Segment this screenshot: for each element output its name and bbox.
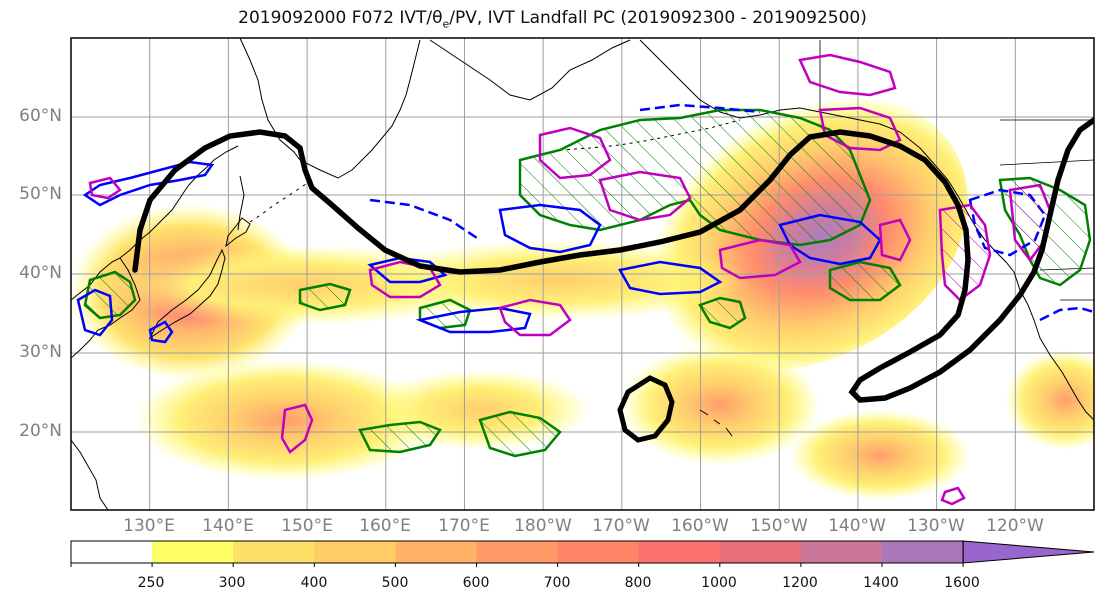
lon-label-160e: 160°E [359, 516, 411, 536]
magenta-contour-nw [88, 176, 122, 200]
magenta-contour-alaska [798, 53, 897, 97]
coast-siberia [239, 38, 301, 161]
coast-hawaii [699, 409, 733, 437]
magenta-contour-w1 [368, 260, 442, 299]
coast-philippines [71, 439, 109, 510]
colorbar-tick-400: 400 [300, 575, 328, 591]
lat-label-30n: 30°N [19, 342, 62, 362]
lon-label-140e: 140°E [202, 516, 254, 536]
coast-japan-honshu [148, 248, 226, 340]
colorbar-segment [395, 541, 477, 563]
colorbar-segment [557, 541, 640, 563]
blue-contour-nw [82, 160, 215, 207]
blue-contour-dashed-3 [1039, 306, 1094, 322]
lat-label-40n: 40°N [19, 263, 62, 283]
magenta-contour-e2 [878, 218, 912, 262]
lon-label-130w: 130°W [907, 516, 965, 536]
map-frame [70, 37, 1095, 511]
blue-contours [76, 103, 1094, 344]
political-borders [819, 40, 1094, 301]
lon-label-170w: 170°W [592, 516, 650, 536]
colorbar-outline [70, 540, 964, 564]
green-contour-subtropic-2 [478, 410, 562, 458]
magenta-contour-small [940, 486, 966, 506]
blue-contour-ne [778, 213, 882, 266]
colorbar-segment [800, 541, 883, 563]
landfall-pc-closed [617, 375, 675, 443]
blue-contour-central [498, 203, 602, 254]
ivt-subtropical-central [620, 345, 820, 465]
blue-contour-e [618, 260, 723, 296]
colorbar-segment [638, 541, 721, 563]
magenta-contour-w2 [498, 298, 572, 337]
colorbar-segment [71, 541, 153, 563]
colorbar-tick-600: 600 [462, 575, 490, 591]
figure-title: 2019092000 F072 IVT/θe/PV, IVT Landfall … [238, 8, 867, 31]
colorbar-tick-800: 800 [624, 575, 652, 591]
ivt-band-central [370, 240, 750, 320]
lat-label-60n: 60°N [19, 106, 62, 126]
lon-label-130e: 130°E [123, 516, 175, 536]
lon-label-180w: 180°W [514, 516, 572, 536]
lon-label-170e: 170°E [438, 516, 490, 536]
ivt-subtropical-far-east [1005, 350, 1094, 450]
green-contour-subtropic-1 [358, 420, 442, 454]
colorbar-tick-250: 250 [137, 575, 165, 591]
coast-korea-china [71, 257, 141, 359]
magenta-contour-e1 [718, 238, 802, 280]
green-contour-central [698, 296, 747, 330]
colorbar-tick-300: 300 [218, 575, 246, 591]
lat-label-50n: 50°N [19, 184, 62, 204]
coast-kamchatka [299, 39, 421, 179]
coast-sakhalin [237, 175, 245, 231]
blue-contour-w [76, 288, 114, 337]
lon-label-160w: 160°W [671, 516, 729, 536]
colorbar-extend-arrow [962, 540, 1095, 564]
landfall-pc-contour [132, 117, 1094, 443]
green-contour-north-pacific [518, 108, 872, 247]
colorbar-tick-1400: 1400 [863, 575, 899, 591]
colorbar-segment [719, 541, 802, 563]
colorbar-segment [882, 541, 964, 563]
colorbar-tick-500: 500 [381, 575, 409, 591]
lon-label-120w: 120°W [986, 516, 1044, 536]
blue-contour-dashed-2 [639, 103, 761, 114]
colorbar-tick-1000: 1000 [701, 575, 737, 591]
coast-japan-hokkaido [225, 217, 251, 248]
magenta-contour-subtropic [280, 403, 314, 454]
colorbar-segment [314, 541, 396, 563]
lon-label-150e: 150°E [281, 516, 333, 536]
lat-label-20n: 20°N [19, 421, 62, 441]
lon-label-140w: 140°W [828, 516, 886, 536]
blue-contour-japan [148, 320, 174, 344]
magenta-contour-n2 [598, 170, 692, 222]
colorbar-tick-1200: 1200 [782, 575, 818, 591]
colorbar-tick-700: 700 [543, 575, 571, 591]
magenta-contour-n1 [538, 126, 612, 180]
coast-bering [429, 39, 631, 101]
colorbar-segment [152, 541, 234, 563]
blue-contour-dashed-1 [369, 198, 481, 242]
green-contour-east [828, 260, 902, 302]
green-contour-w-2 [298, 282, 352, 312]
lon-label-150w: 150°W [750, 516, 808, 536]
ivt-subtropical-east [790, 410, 970, 500]
colorbar-segment [476, 541, 559, 563]
colorbar [70, 540, 1095, 567]
colorbar-segment [233, 541, 315, 563]
map-content [71, 38, 1094, 510]
blue-contour-mid [415, 306, 532, 334]
colorbar-tick-1600: 1600 [944, 575, 980, 591]
landfall-pc-main [132, 117, 1094, 403]
coast-us-west [1013, 271, 1094, 421]
